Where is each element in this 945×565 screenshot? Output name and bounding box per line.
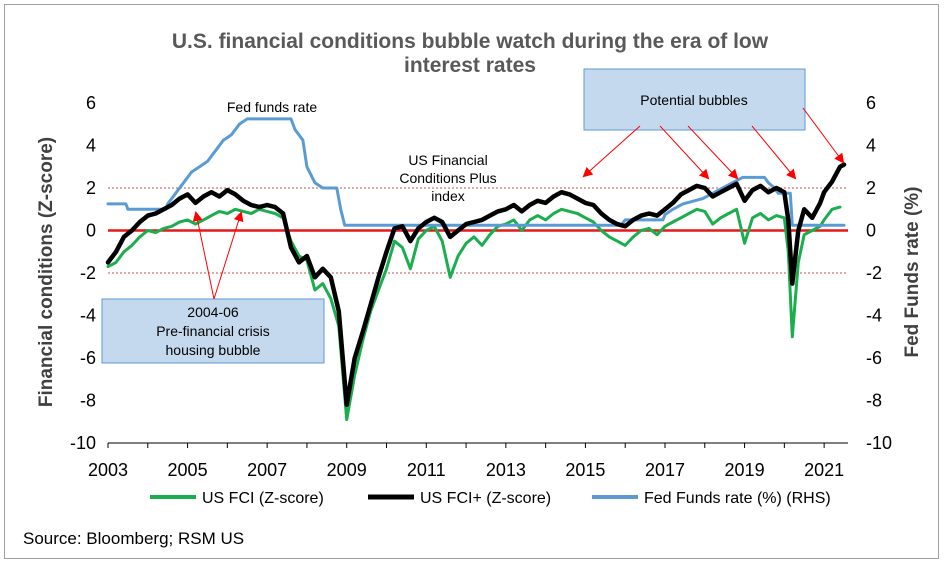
arrow-bubble-2020 [751,125,797,180]
x-tick-label: 2013 [486,460,526,480]
x-tick-label: 2003 [88,460,128,480]
y-tick-label: 6 [86,93,96,113]
y2-axis-title: Fed Funds rate (%) [902,186,923,357]
x-tick-label: 2015 [565,460,605,480]
arrow-bubble-2018a [659,125,710,180]
x-tick-label: 2019 [725,460,765,480]
reference-lines [108,187,848,274]
y2-tick-label: -8 [866,391,882,411]
fci-plus-label-line-1: US Financial [408,152,487,168]
x-tick-label: 2007 [247,460,287,480]
x-tick-label: 2021 [804,460,844,480]
series-group [105,117,847,422]
axes: 2003 2005 2007 2009 2011 2013 2015 2017 2019 2021… [70,93,892,480]
series-line-us-fci-plus [105,162,847,408]
chart-title-line-2: interest rates [404,54,536,77]
housing-box-line-1: 2004-06 [187,304,239,320]
legend-label-fed-funds: Fed Funds rate (%) (RHS) [644,490,831,507]
fci-plus-label-line-2: Conditions Plus [399,170,496,186]
y2-tick-label: 0 [866,221,876,241]
arrow-housing-2005 [192,211,215,300]
y2-tick-label: -4 [866,306,882,326]
y-tick-label: -2 [80,263,96,283]
y2-tick-label: 4 [866,136,876,156]
housing-bubble-box [101,298,325,364]
y-tick-label: 0 [86,221,96,241]
x-tick-label: 2017 [645,460,685,480]
arrow-bubble-2021 [802,107,845,164]
series-line-us-fci [106,205,842,422]
y2-tick-label: -2 [866,263,882,283]
y2-tick-label: 2 [866,178,876,198]
fed-funds-rate-label: Fed funds rate [227,99,317,115]
y2-tick-label: 6 [866,93,876,113]
series-line-fed-funds [106,117,846,227]
y-tick-label: -8 [80,391,96,411]
y-axis-title: Financial conditions (Z-score) [36,137,57,407]
y-tick-label: -4 [80,306,96,326]
legend-label-fci-plus: US FCI+ (Z-score) [420,490,551,507]
x-tick-label: 2005 [168,460,208,480]
chart-title-line-1: U.S. financial conditions bubble watch d… [172,30,769,53]
housing-box-line-2: Pre-financial crisis [156,323,270,339]
annotation-arrows [192,107,845,300]
y2-tick-label: -10 [866,433,892,453]
potential-bubbles-box [583,68,806,131]
x-tick-label: 2011 [407,460,446,480]
legend-label-fci: US FCI (Z-score) [202,490,324,507]
x-tick-label: 2009 [327,460,367,480]
legend: US FCI (Z-score) US FCI+ (Z-score) Fed F… [150,490,831,507]
y-tick-label: 2 [86,178,96,198]
arrow-housing-2006 [213,211,244,300]
source-note: Source: Bloomberg; RSM US [23,529,244,548]
housing-box-line-3: housing bubble [166,342,261,358]
potential-bubbles-label: Potential bubbles [640,92,747,108]
y-tick-label: -6 [80,348,96,368]
y-tick-label: -10 [70,433,96,453]
fci-plus-label-line-3: index [431,188,464,204]
y-tick-label: 4 [86,136,96,156]
arrow-bubble-2014 [582,125,641,178]
arrow-bubble-2018b [687,125,739,180]
y2-tick-label: -6 [866,348,882,368]
